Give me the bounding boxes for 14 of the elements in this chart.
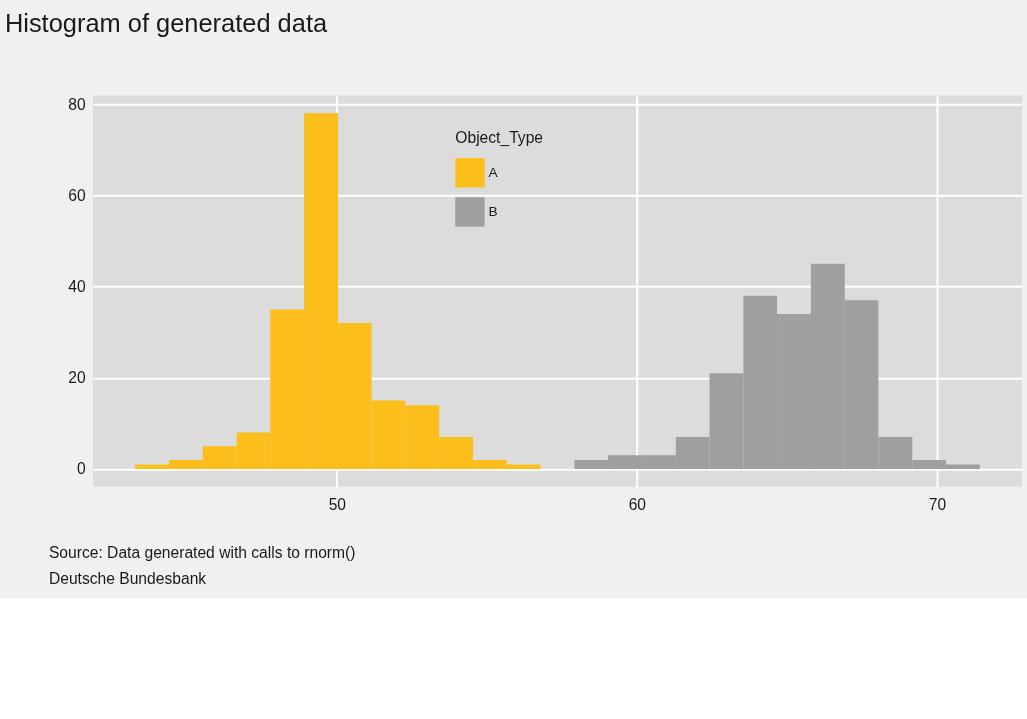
text: Deutsche Bundesbank — [48, 569, 207, 587]
legend-title: Object_Type — [455, 129, 544, 148]
legend-label: A — [488, 164, 499, 180]
y-tick-label: 60 — [68, 186, 86, 204]
y-tick-label: 20 — [68, 369, 86, 387]
x-tick-label: 60 — [628, 495, 647, 513]
y-tick-label: 80 — [68, 95, 86, 113]
x-tick-label: 70 — [928, 495, 947, 513]
x-tick-label: 50 — [328, 495, 347, 513]
chart-title: Histogram of generated data — [4, 8, 328, 37]
y-tick-label: 0 — [76, 460, 86, 478]
y-tick-label: 40 — [68, 277, 86, 295]
source-note: Source: Data generated with calls to rnorm() — [48, 544, 356, 562]
legend-label: B — [488, 203, 498, 219]
